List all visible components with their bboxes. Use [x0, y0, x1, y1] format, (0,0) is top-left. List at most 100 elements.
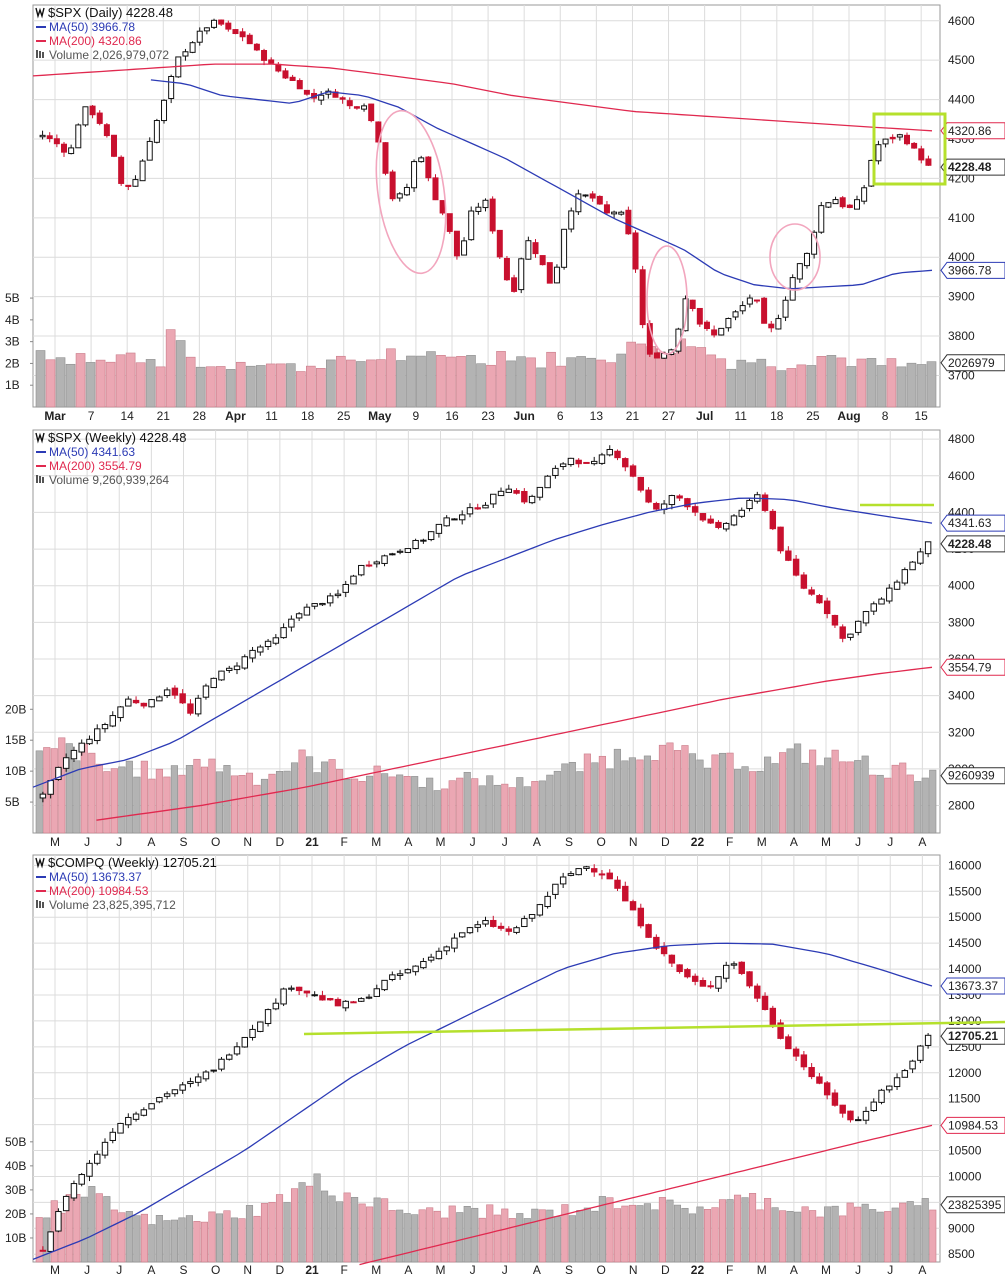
y-tick-label: 3400: [948, 689, 975, 703]
candle-body: [163, 1093, 171, 1097]
candle-body: [427, 531, 435, 541]
candle-body: [118, 156, 125, 184]
candle-body: [62, 1195, 70, 1212]
candle-body: [70, 749, 78, 760]
volume-bar: [75, 353, 86, 408]
volume-bar: [416, 355, 426, 408]
candle-body: [831, 614, 839, 626]
volume-bar: [673, 750, 682, 834]
candle-body: [862, 611, 870, 624]
candle-body: [404, 969, 412, 974]
x-tick-label: O: [211, 835, 220, 849]
volume-bar: [343, 1192, 351, 1263]
candle-body: [451, 937, 458, 949]
volume-bar: [80, 1196, 88, 1263]
volume-tick-label: 2B: [5, 356, 20, 370]
candle-body: [684, 498, 691, 508]
candle-body: [303, 89, 310, 95]
legend-volume-icon: [36, 50, 38, 58]
candle-body: [389, 553, 396, 556]
candle-body: [618, 211, 625, 215]
candle-body: [210, 1069, 217, 1072]
candle-body: [903, 134, 910, 145]
volume-tick-label: 30B: [5, 1183, 26, 1197]
candle-body: [103, 124, 110, 137]
candle-body: [575, 193, 582, 213]
volume-bar: [456, 356, 466, 408]
candle-body: [125, 184, 132, 187]
volume-bar: [696, 1206, 704, 1263]
volume-bar: [396, 774, 404, 834]
volume-bar: [403, 1213, 411, 1263]
candle-body: [532, 242, 539, 255]
legend-volume-icon: [36, 475, 38, 483]
price-tag-label: 10984.53: [948, 1118, 998, 1132]
candle-body: [800, 574, 808, 589]
candle-body: [272, 637, 280, 644]
volume-bar: [886, 358, 897, 408]
candle-body: [775, 318, 782, 330]
ma200-line: [359, 1124, 933, 1266]
volume-tick-label: 10B: [5, 1231, 26, 1245]
volume-tick-label: 3B: [5, 335, 20, 349]
volume-bar: [568, 762, 576, 834]
volume-bar: [326, 359, 336, 408]
volume-bar: [561, 1204, 569, 1263]
y-tick-label: 14000: [948, 962, 982, 976]
candle-body: [746, 499, 753, 510]
x-tick-label: N: [243, 1263, 252, 1277]
volume-bar: [373, 765, 381, 834]
candle-body: [614, 879, 621, 889]
candle-body: [432, 177, 439, 201]
volume-bar: [476, 363, 486, 408]
volume-bar: [356, 361, 366, 408]
candle-body: [546, 262, 553, 284]
candle-body: [412, 965, 419, 973]
volume-bar: [88, 752, 96, 834]
price-tag: [940, 658, 1005, 676]
volume-bar: [696, 759, 704, 834]
candle-body: [544, 475, 551, 489]
volume-bar: [466, 355, 476, 408]
volume-bar: [290, 762, 299, 834]
volume-bar: [626, 341, 636, 408]
volume-bar: [373, 1197, 381, 1263]
candle-body: [855, 620, 862, 633]
candle-body: [761, 494, 769, 511]
volume-bar: [486, 364, 496, 408]
volume-bar: [591, 1210, 599, 1263]
candle-body: [521, 918, 528, 928]
volume-bar: [591, 762, 599, 834]
volume-bar: [794, 743, 802, 834]
candle-body: [645, 489, 652, 503]
candle-body: [699, 980, 707, 987]
volume-bar: [816, 1216, 824, 1263]
candle-body: [39, 793, 47, 799]
candle-body: [696, 307, 703, 325]
candle-body: [403, 186, 410, 196]
candle-body: [101, 1141, 109, 1156]
volume-bar: [796, 364, 807, 408]
candle-body: [653, 502, 660, 510]
candle-body: [823, 600, 831, 615]
x-tick-label: 28: [193, 409, 207, 423]
candle-body: [232, 29, 239, 35]
volume-bar: [238, 775, 246, 834]
candle-body: [288, 987, 295, 990]
candle-body: [676, 964, 683, 973]
candle-body: [96, 112, 103, 124]
candle-body: [101, 724, 109, 730]
volume-bar: [441, 788, 449, 834]
volume-bar: [651, 760, 659, 834]
volume-bar: [836, 357, 847, 408]
candle-body: [132, 699, 140, 704]
candle-body: [253, 43, 260, 51]
volume-bar: [316, 368, 326, 408]
candle-body: [427, 956, 435, 961]
volume-bar: [914, 781, 922, 834]
volume-tick-label: 20B: [5, 702, 26, 716]
y-tick-label: 4000: [948, 250, 975, 264]
volume-bar: [748, 771, 757, 834]
candle-body: [171, 687, 179, 696]
volume-bar: [726, 368, 737, 408]
